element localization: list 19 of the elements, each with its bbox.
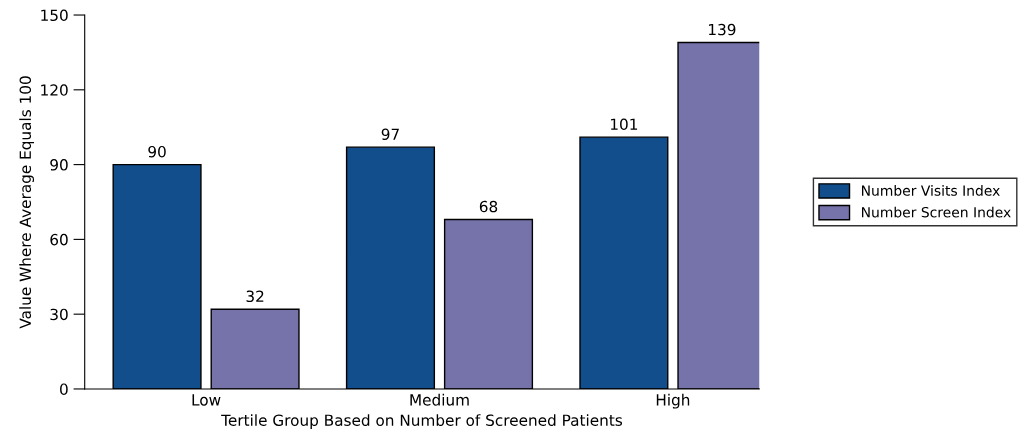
y-tick-label: 60 — [50, 233, 68, 246]
legend-label: Number Visits Index — [862, 185, 1000, 196]
data-label: 90 — [148, 145, 166, 158]
x-axis-title: Tertile Group Based on Number of Screened Patients — [221, 414, 623, 429]
legend-label: Number Screen Index — [862, 206, 1011, 218]
data-label: 32 — [246, 290, 264, 303]
data-label: 97 — [381, 128, 399, 141]
y-axis-title: Value Where Average Equals 100 — [19, 76, 35, 329]
data-label: 101 — [610, 118, 638, 131]
y-tick-label: 90 — [50, 159, 68, 171]
y-tick-label: 120 — [41, 84, 68, 96]
x-tick-label: Low — [192, 394, 221, 406]
y-tick-label: 150 — [41, 9, 68, 22]
x-tick-label: High — [656, 393, 690, 409]
y-tick-label: 0 — [60, 383, 68, 395]
x-tick-label: Medium — [410, 393, 469, 406]
data-label: 139 — [709, 23, 736, 36]
y-tick-label: 30 — [50, 308, 68, 321]
data-label: 68 — [479, 200, 498, 213]
